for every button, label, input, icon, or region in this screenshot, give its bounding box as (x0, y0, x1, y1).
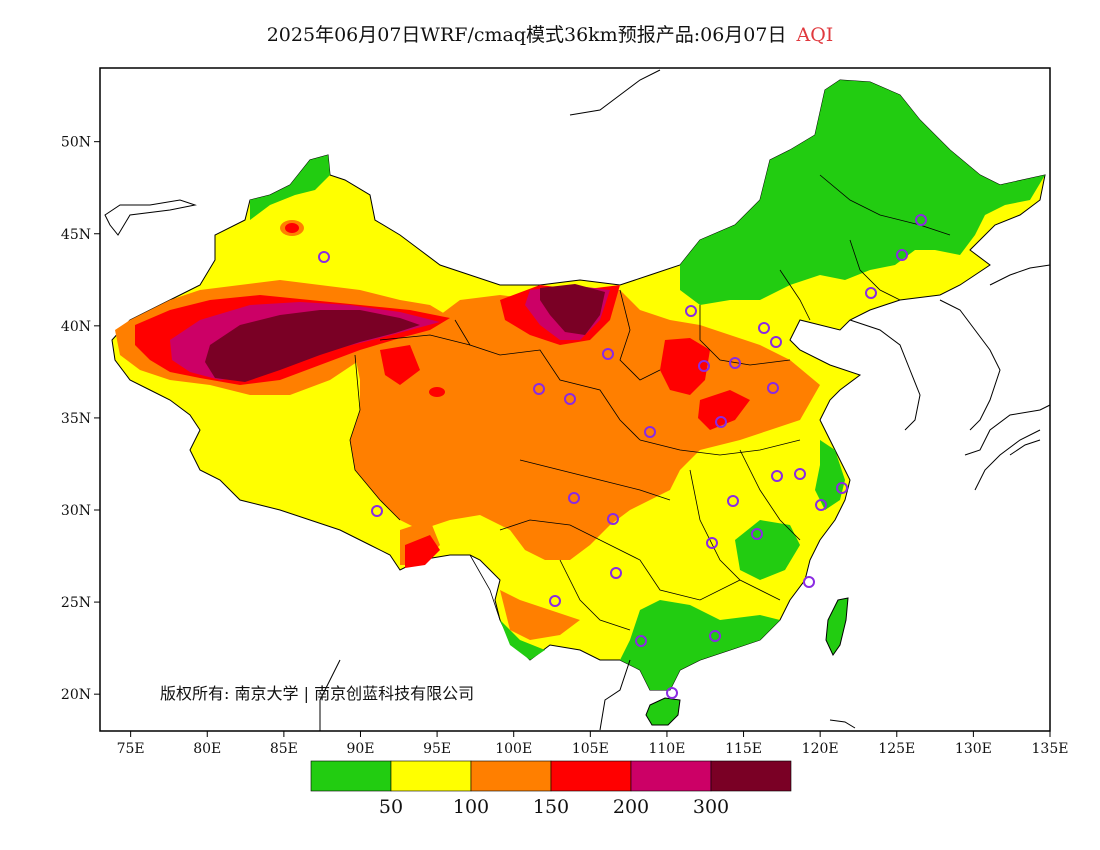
aqi-unhealthy-spot-nw-core (285, 223, 299, 233)
station-marker (568, 492, 580, 504)
title-text: 2025年06月07日WRF/cmaq模式36km预报产品:06月07日 (266, 24, 787, 46)
station-marker (794, 468, 806, 480)
map-frame (99, 67, 1051, 732)
station-marker (666, 687, 678, 699)
aqi-good-east-coast (815, 440, 845, 510)
station-marker (915, 214, 927, 226)
station-marker (729, 357, 741, 369)
station-marker (767, 382, 779, 394)
station-marker (685, 305, 697, 317)
lat-tick-label: 45N (61, 227, 91, 243)
lon-tick-label: 80E (193, 741, 221, 757)
aqi-hazardous-tarim (205, 310, 420, 382)
station-marker (607, 513, 619, 525)
aqi-unhealthy-shanxi (660, 338, 710, 395)
lon-tick-label: 130E (955, 741, 992, 757)
aqi-unhealthy-mid (380, 345, 420, 385)
station-markers (318, 214, 927, 699)
station-marker (533, 383, 545, 395)
lon-tick-label: 85E (270, 741, 298, 757)
station-marker (803, 576, 815, 588)
legend-threshold-label: 300 (693, 796, 729, 818)
copyright-org2: 南京创蓝科技有限公司 (314, 684, 475, 703)
lat-tick-label: 35N (61, 411, 91, 427)
legend-swatch (390, 760, 472, 792)
station-marker (727, 495, 739, 507)
legend-threshold-label: 200 (613, 796, 649, 818)
legend-swatch (550, 760, 632, 792)
copyright-prefix: 版权所有: (160, 684, 230, 703)
aqi-unhealthy-sw (405, 535, 440, 568)
lat-tick-label: 25N (61, 595, 91, 611)
lat-tick-label: 30N (61, 503, 91, 519)
station-marker (836, 482, 848, 494)
station-marker (715, 416, 727, 428)
lat-tick-label: 50N (61, 135, 91, 151)
station-marker (644, 426, 656, 438)
station-marker (771, 470, 783, 482)
aqi-hazardous-north (540, 284, 605, 335)
province-borders (349, 174, 951, 631)
aqi-good-southwest-edge (500, 620, 545, 660)
lon-tick-label: 90E (346, 741, 374, 757)
station-marker (318, 251, 330, 263)
station-marker (865, 287, 877, 299)
station-marker (564, 393, 576, 405)
neighbor-coastlines (104, 69, 1051, 731)
aqi-good-northeast (680, 80, 1045, 305)
legend-swatch (310, 760, 392, 792)
copyright-notice: 版权所有: 南京大学 | 南京创蓝科技有限公司 (160, 680, 474, 704)
lon-tick-label: 135E (1032, 741, 1069, 757)
station-marker (815, 499, 827, 511)
station-marker (770, 336, 782, 348)
lon-tick-label: 95E (423, 741, 451, 757)
station-marker (635, 635, 647, 647)
lon-tick-label: 105E (572, 741, 609, 757)
aqi-legend: 50 100 150 200 300 (310, 760, 792, 818)
station-marker (602, 348, 614, 360)
variable-label: AQI (796, 24, 834, 46)
station-marker (371, 505, 383, 517)
map-area (99, 67, 1051, 732)
legend-threshold-label: 150 (533, 796, 569, 818)
aqi-moderate-south-band (500, 590, 580, 640)
legend-threshold-label: 100 (453, 796, 489, 818)
lon-tick-label: 125E (878, 741, 915, 757)
hainan-island (645, 697, 681, 726)
station-marker (751, 528, 763, 540)
lon-tick-label: 110E (648, 741, 685, 757)
taiwan-island (825, 597, 849, 656)
aqi-good-northwest (250, 155, 330, 220)
lon-tick-label: 120E (802, 741, 839, 757)
station-marker (896, 249, 908, 261)
lon-tick-label: 100E (495, 741, 532, 757)
lat-tick-label: 40N (61, 319, 91, 335)
lon-tick-label: 75E (117, 741, 145, 757)
lat-tick-label: 20N (61, 687, 91, 703)
aqi-unhealthy-henan (698, 390, 750, 430)
lon-tick-label: 115E (725, 741, 762, 757)
copyright-org1: 南京大学 (234, 684, 299, 703)
copyright-separator: | (303, 684, 309, 703)
legend-threshold-label: 50 (379, 796, 403, 818)
station-marker (549, 595, 561, 607)
station-marker (758, 322, 770, 334)
station-marker (709, 630, 721, 642)
legend-swatch (470, 760, 552, 792)
legend-swatch (710, 760, 792, 792)
legend-swatch (630, 760, 712, 792)
map-axes: 75E 80E 85E 90E 95E 100E 105E 110E 115E 120E 125E 1… (61, 135, 1069, 757)
station-marker (610, 567, 622, 579)
station-marker (706, 537, 718, 549)
aqi-unhealthy-spot-qinghai (429, 387, 445, 397)
map-title: 2025年06月07日WRF/cmaq模式36km预报产品:06月07日 AQI (0, 20, 1100, 47)
aqi-good-south (620, 600, 780, 690)
station-marker (698, 360, 710, 372)
